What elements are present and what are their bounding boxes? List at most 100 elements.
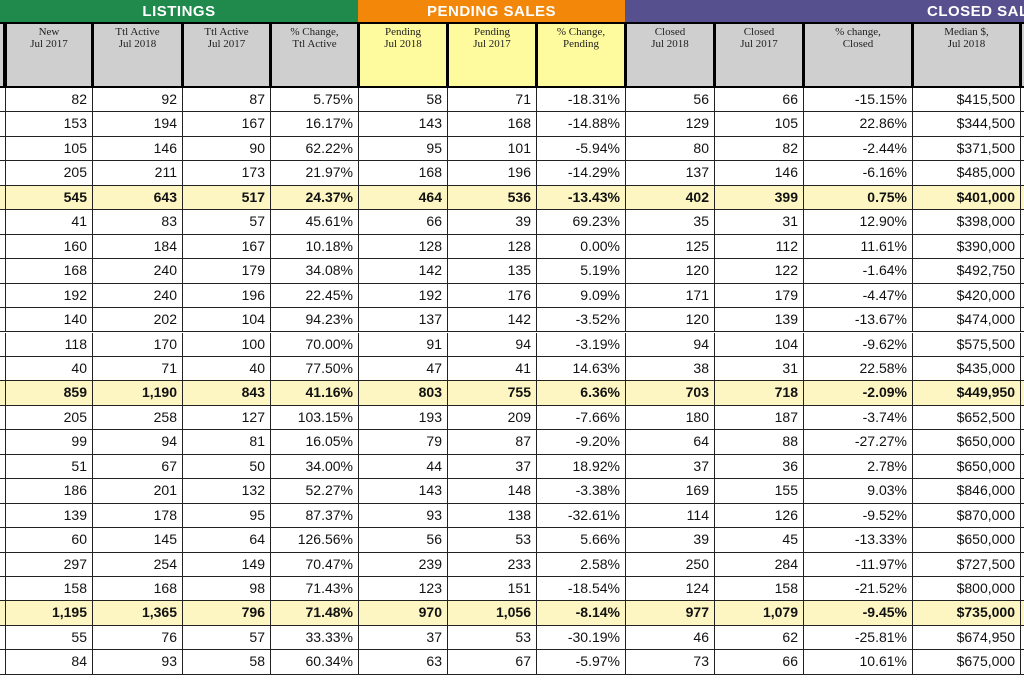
table-cell: 37 [625,454,714,479]
table-cell: $727,500 [912,552,1020,576]
table-cell: 60 [5,528,92,552]
table-cell: 127 [182,405,270,430]
table-row: 158 168 98 71.43% 123 151 -18.54% 124 158 -21.52%… [0,577,1024,602]
table-cell: 703 [625,381,714,405]
column-header: Pending Jul 2018 [360,24,446,86]
table-cell: 148 [447,479,536,503]
table-cell: 1,365 [92,601,182,625]
table-row: 84 93 58 60.34% 63 67 -5.97% 73 66 10.61% $675,000 [0,650,1024,675]
table-cell: -14.29% [536,161,625,185]
table-cell: $401,000 [912,185,1020,210]
table-cell: 120 [625,259,714,283]
table-cell-partial [1020,479,1024,503]
table-cell: 104 [182,308,270,332]
table-cell: 66 [358,210,447,234]
table-cell: -4.47% [803,283,912,308]
table-cell: 146 [714,161,803,185]
table-cell: 87 [447,430,536,454]
table-cell: 209 [447,405,536,430]
listings-group-header: LISTINGS [0,0,358,22]
column-header: New Jul 2017 [7,24,91,86]
table-cell: -7.66% [536,405,625,430]
table-cell: 63 [358,650,447,674]
table-cell: 173 [182,161,270,185]
table-cell: -30.19% [536,625,625,650]
table-cell: 239 [358,552,447,576]
table-cell: 114 [625,503,714,528]
table-cell: 40 [182,356,270,381]
table-cell: 168 [358,161,447,185]
table-cell: 35 [625,210,714,234]
table-cell: 38 [625,356,714,381]
table-cell: 167 [182,234,270,259]
table-cell: 41.16% [270,381,358,405]
table-cell: 125 [625,234,714,259]
table-cell: 153 [5,112,92,136]
table-cell: 168 [447,112,536,136]
table-cell: 142 [447,308,536,332]
table-cell: 11.61% [803,234,912,259]
table-cell: 1,079 [714,601,803,625]
table-cell: $652,500 [912,405,1020,430]
table-cell: -3.52% [536,308,625,332]
table-cell: 76 [92,625,182,650]
table-row: 140 202 104 94.23% 137 142 -3.52% 120 139 -13.67%… [0,308,1024,333]
table-cell: -8.14% [536,601,625,625]
table-cell: 95 [182,503,270,528]
table-cell: 34.00% [270,454,358,479]
table-row: 139 178 95 87.37% 93 138 -32.61% 114 126 -9.52% $8… [0,503,1024,529]
table-cell-partial [1020,405,1024,430]
table-cell: 128 [447,234,536,259]
table-cell: 796 [182,601,270,625]
table-cell: 180 [625,405,714,430]
table-cell: 94 [447,332,536,356]
table-cell: 24.37% [270,185,358,210]
table-cell: 176 [447,283,536,308]
table-cell: 186 [5,479,92,503]
table-row: 55 76 57 33.33% 37 53 -30.19% 46 62 -25.81% $674,9… [0,625,1024,651]
table-cell: 71.43% [270,577,358,601]
table-cell: 205 [5,161,92,185]
table-cell: 5.75% [270,88,358,112]
table-cell: 66 [714,88,803,112]
table-cell: 33.33% [270,625,358,650]
table-cell: 55 [5,625,92,650]
table-cell: 69.23% [536,210,625,234]
table-cell: $435,000 [912,356,1020,381]
table-cell: 0.75% [803,185,912,210]
table-cell: 250 [625,552,714,576]
table-cell: 179 [182,259,270,283]
table-cell: 643 [92,185,182,210]
table-cell: 158 [5,577,92,601]
table-cell: 62.22% [270,136,358,161]
table-cell: 254 [92,552,182,576]
table-cell: 22.58% [803,356,912,381]
table-cell: 45 [714,528,803,552]
table-cell: 80 [625,136,714,161]
table-cell: 402 [625,185,714,210]
table-cell: 77.50% [270,356,358,381]
table-cell: 126 [714,503,803,528]
table-cell: -3.38% [536,479,625,503]
table-cell: 0.00% [536,234,625,259]
table-cell: 14.63% [536,356,625,381]
table-cell: 70.00% [270,332,358,356]
table-cell: 93 [92,650,182,674]
table-cell: 91 [358,332,447,356]
table-cell: $650,000 [912,454,1020,479]
table-cell-partial [1020,332,1024,356]
table-cell: 82 [5,88,92,112]
table-cell-partial [1020,650,1024,674]
table-cell: 46 [625,625,714,650]
table-cell: 977 [625,601,714,625]
table-row: 51 67 50 34.00% 44 37 18.92% 37 36 2.78% $650,000 [0,454,1024,480]
table-cell: $485,000 [912,161,1020,185]
column-header: Ttl Active Jul 2017 [184,24,269,86]
column-header-partial [1022,24,1024,86]
table-cell: 169 [625,479,714,503]
table-cell: 2.58% [536,552,625,576]
table-cell: 211 [92,161,182,185]
table-row: 118 170 100 70.00% 91 94 -3.19% 94 104 -9.62% $575… [0,332,1024,357]
table-cell: 171 [625,283,714,308]
table-cell: -9.62% [803,332,912,356]
